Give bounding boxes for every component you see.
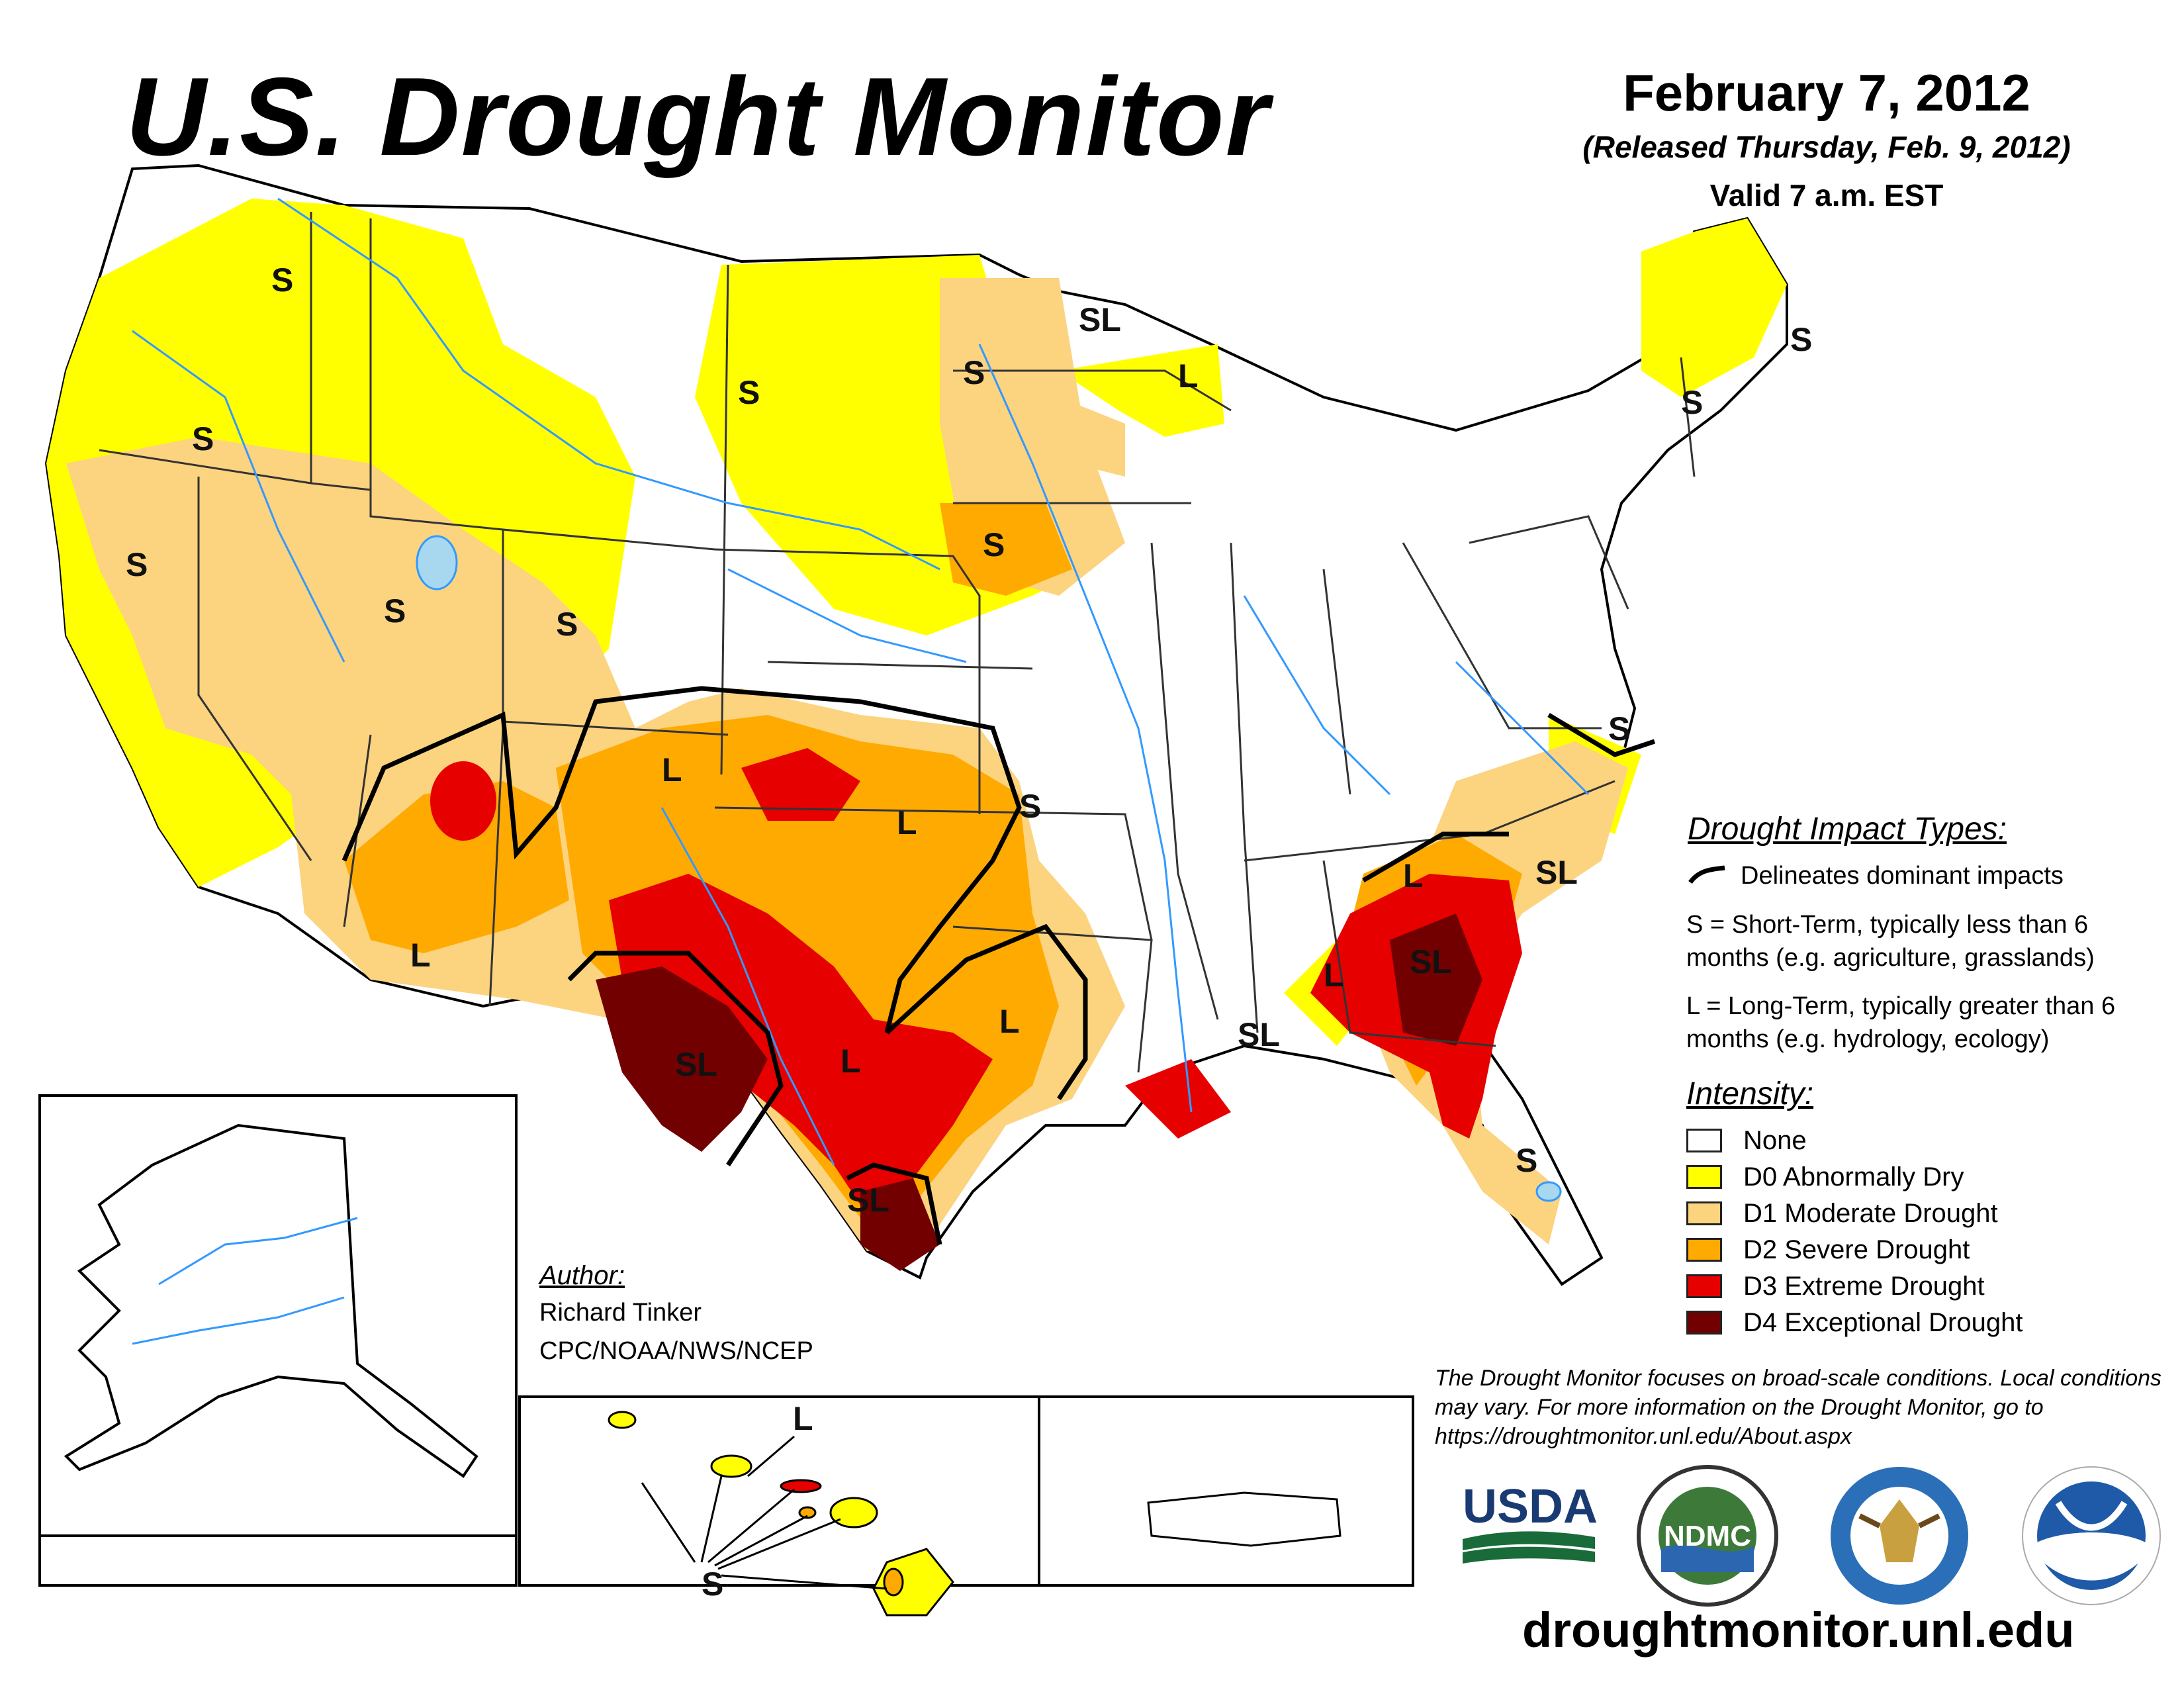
lake-okeechobee <box>1535 1181 1562 1202</box>
map-label-s: S <box>1681 384 1703 421</box>
legend-swatch <box>1686 1274 1722 1298</box>
hawaii-label-l: L <box>793 1400 813 1437</box>
noaa-logo <box>2022 1466 2161 1605</box>
d4-areas <box>596 914 1482 1271</box>
legend-swatch <box>1686 1129 1722 1152</box>
map-date: February 7, 2012 <box>1623 64 2030 122</box>
map-title: U.S. Drought Monitor <box>126 54 1271 179</box>
map-label-sl: SL <box>1410 943 1452 980</box>
site-url[interactable]: droughtmonitor.unl.edu <box>1522 1603 2075 1658</box>
legend-row-d2: D2 Severe Drought <box>1686 1235 1970 1265</box>
legend-swatch <box>1686 1238 1722 1262</box>
legend-label: D1 Moderate Drought <box>1743 1198 1998 1228</box>
map-label-l: L <box>1403 857 1424 894</box>
legend-label: D0 Abnormally Dry <box>1743 1162 1964 1192</box>
impact-delineations <box>341 686 1656 1245</box>
legend-swatch <box>1686 1201 1722 1225</box>
legend-row-d1: D1 Moderate Drought <box>1686 1198 1998 1229</box>
usda-logo-text: USDA <box>1463 1480 1598 1533</box>
author-heading: Author: <box>539 1261 625 1290</box>
ndmc-logo: NDMC <box>1637 1465 1778 1607</box>
map-label-s: S <box>1790 321 1812 358</box>
map-label-s: S <box>738 374 760 411</box>
usda-logo: USDA <box>1463 1480 1598 1564</box>
alaska-rivers <box>132 1217 358 1345</box>
map-label-sl: SL <box>1079 301 1121 338</box>
map-label-l: L <box>999 1003 1020 1040</box>
legend-label: None <box>1743 1125 1807 1155</box>
map-label-s: S <box>384 592 406 630</box>
map-label-s: S <box>1608 710 1630 747</box>
legend-row-d4: D4 Exceptional Drought <box>1686 1307 2023 1338</box>
map-label-sl: SL <box>847 1182 889 1219</box>
rivers <box>132 197 1590 1166</box>
ndmc-logo-text: NDMC <box>1664 1520 1751 1552</box>
hawaii-inset-frame <box>518 1395 1040 1587</box>
map-label-s: S <box>963 354 985 391</box>
impact-legend-title: Drought Impact Types: <box>1688 812 2007 847</box>
legend-swatch <box>1686 1311 1722 1335</box>
disclaimer: The Drought Monitor focuses on broad-sca… <box>1435 1366 2162 1449</box>
alaska-outline <box>64 1123 478 1478</box>
valid-time: Valid 7 a.m. EST <box>1709 178 1944 212</box>
legend-row-d3: D3 Extreme Drought <box>1686 1271 1985 1301</box>
impact-delineates: Delineates dominant impacts <box>1741 862 2064 890</box>
map-label-s: S <box>556 606 578 643</box>
map-label-l: L <box>897 804 917 841</box>
map-label-s: S <box>271 261 293 299</box>
map-label-sl: SL <box>1535 854 1578 891</box>
author-org: CPC/NOAA/NWS/NCEP <box>539 1337 813 1365</box>
legend-label: D2 Severe Drought <box>1743 1235 1970 1264</box>
hawaii-leaders <box>641 1435 887 1590</box>
map-label-s: S <box>1516 1142 1537 1179</box>
map-label-l: L <box>841 1043 861 1080</box>
legend-swatch <box>1686 1165 1722 1189</box>
puerto-rico-outline <box>1147 1491 1342 1547</box>
hawaii-islands <box>608 1411 954 1617</box>
commerce-seal <box>1831 1467 1968 1605</box>
author-name: Richard Tinker <box>539 1299 702 1327</box>
map-label-s: S <box>1019 788 1041 825</box>
map-label-l: L <box>410 937 431 974</box>
legend-row-none: None <box>1686 1125 1807 1156</box>
map-label-s: S <box>126 546 148 583</box>
impact-long-term: L = Long-Term, typically greater than 6 … <box>1686 992 2116 1053</box>
map-label-s: S <box>192 420 214 457</box>
map-label-s: S <box>983 526 1005 563</box>
map-label-l: L <box>662 751 682 788</box>
impact-labels: S S S S S S S S SL L S S S S L L L L L S… <box>126 261 1812 1219</box>
intensity-legend-title: Intensity: <box>1686 1076 1814 1111</box>
delineation-icon <box>1688 865 1725 884</box>
legend-label: D4 Exceptional Drought <box>1743 1307 2023 1337</box>
map-label-l: L <box>1324 957 1344 994</box>
legend-row-d0: D0 Abnormally Dry <box>1686 1162 1964 1192</box>
map-label-sl: SL <box>675 1046 717 1083</box>
release-date: (Released Thursday, Feb. 9, 2012) <box>1582 130 2071 164</box>
great-salt-lake <box>416 535 458 590</box>
hawaii-label-s: S <box>702 1566 723 1603</box>
map-label-sl: SL <box>1238 1016 1280 1053</box>
map-label-l: L <box>1178 357 1199 395</box>
puerto-rico-inset-frame <box>1038 1395 1414 1587</box>
legend-label: D3 Extreme Drought <box>1743 1271 1985 1301</box>
impact-short-term: S = Short-Term, typically less than 6 mo… <box>1686 911 2095 972</box>
